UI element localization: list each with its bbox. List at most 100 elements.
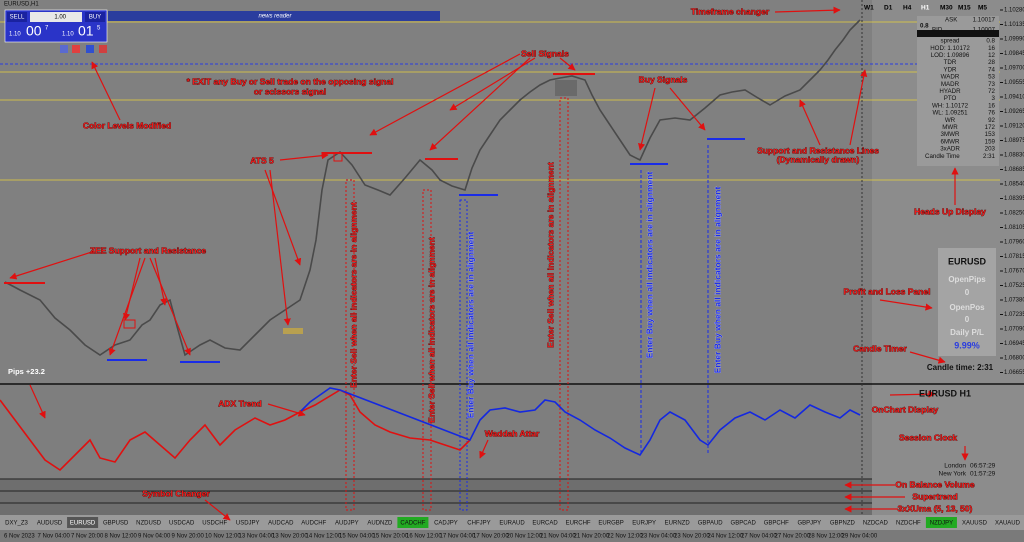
timeframe-button[interactable]: H1	[921, 5, 930, 12]
pl-open_pos: 0	[965, 315, 970, 324]
date-label: 28 Nov 12:00	[808, 534, 844, 540]
symbol-button[interactable]	[67, 517, 99, 528]
timeframe-button[interactable]: M5	[978, 5, 987, 12]
annotation: OnChart Display	[872, 404, 939, 414]
hud-label: WR	[945, 117, 956, 124]
date-label: 27 Nov 20:00	[775, 534, 811, 540]
symbol-label[interactable]: AUDNZD	[367, 521, 393, 527]
price-label: 1.08975	[1004, 138, 1024, 144]
lot-input[interactable]	[30, 12, 82, 22]
hud-value: 16	[988, 102, 995, 109]
timeframe-button[interactable]: D1	[884, 5, 893, 12]
symbol-label[interactable]: AUDUSD	[37, 521, 63, 527]
symbol-label[interactable]: EURCAD	[532, 521, 558, 527]
annotation: Symbol Changer	[142, 488, 210, 498]
timeframe-button[interactable]: M30	[940, 5, 953, 12]
date-label: 13 Nov 20:00	[272, 534, 308, 540]
hud-value: 3	[992, 95, 996, 102]
onchart-display: EURUSD H1	[919, 388, 971, 398]
hud-label: WH: 1.10172	[932, 102, 969, 109]
annotation: (Dynamically drawn)	[777, 154, 860, 164]
arrow	[638, 87, 656, 151]
hud-value: 28	[988, 59, 995, 66]
symbol-label[interactable]: USDJPY	[236, 521, 260, 527]
symbol-label[interactable]: DXY_Z3	[5, 521, 28, 527]
hud-label: TDR	[944, 59, 957, 66]
arrow	[9, 250, 96, 280]
symbol-button[interactable]	[925, 517, 957, 528]
session-city: New York	[939, 471, 967, 478]
sell-entry-line	[345, 179, 355, 511]
lot-value: 1.00	[54, 15, 66, 21]
entry-lines	[345, 97, 709, 511]
timeframe-button[interactable]: H4	[903, 5, 912, 12]
entry-note: Enter Buy when all indicators are in ali…	[465, 232, 475, 419]
timeframe-button[interactable]: M15	[958, 5, 971, 12]
arrow	[479, 439, 489, 459]
hud-value: 203	[985, 146, 996, 153]
symbol-label[interactable]: XAUUSD	[962, 521, 988, 527]
date-label: 13 Nov 04:00	[239, 534, 275, 540]
price-label: 1.06945	[1004, 341, 1024, 347]
sell-button[interactable]	[7, 12, 27, 22]
symbol-label[interactable]: NZDCAD	[863, 521, 889, 527]
symbol-label[interactable]: GBPNZD	[830, 521, 856, 527]
annotation: Session Clock	[899, 432, 957, 442]
entry-note: Enter Buy when all indicators are in ali…	[712, 187, 722, 374]
news-reader-bar[interactable]	[108, 11, 440, 21]
arrow	[123, 257, 141, 321]
symbol-label[interactable]: AUDCHF	[301, 521, 326, 527]
symbol-label[interactable]: GBPUSD	[103, 521, 129, 527]
buy-button[interactable]	[85, 12, 105, 22]
symbol-label[interactable]: GBPCAD	[731, 521, 757, 527]
annotation: ADX Trend	[218, 398, 261, 408]
arrow	[559, 57, 576, 71]
annotation: Heads Up Display	[914, 206, 986, 216]
symbol-label[interactable]: EURJPY	[632, 521, 656, 527]
symbol-button[interactable]	[397, 517, 429, 528]
date-label: 29 Nov 04:00	[842, 534, 878, 540]
symbol-label[interactable]: AUDJPY	[335, 521, 359, 527]
annotation: ZEE Support and Resistance	[90, 245, 206, 255]
hud-label: 3xADR	[940, 146, 960, 153]
hud-value: 73	[988, 81, 995, 88]
symbol-label[interactable]: XAUAUD	[995, 521, 1021, 527]
annotation: ATS 5	[250, 155, 274, 165]
price-label: 1.09555	[1004, 80, 1024, 86]
symbol-label[interactable]: USDCAD	[169, 521, 195, 527]
price-label: 1.07525	[1004, 283, 1024, 289]
symbol-label[interactable]: EURCHF	[566, 521, 591, 527]
timeframe-button[interactable]: W1	[864, 5, 874, 12]
symbol-label[interactable]: GBPCHF	[764, 521, 789, 527]
price-label: 1.07380	[1004, 298, 1024, 304]
symbol-label[interactable]: CHFJPY	[467, 521, 490, 527]
symbol-label[interactable]: EURAUD	[499, 521, 525, 527]
symbol-label[interactable]: GBPAUD	[698, 521, 724, 527]
symbol-label[interactable]: EURNZD	[665, 521, 691, 527]
symbol-label[interactable]: CADCHF	[400, 521, 425, 527]
price-label: 1.08105	[1004, 225, 1024, 231]
symbol-label[interactable]: NZDCHF	[896, 521, 921, 527]
symbol-label[interactable]: EURUSD	[70, 521, 96, 527]
price-label: 1.08830	[1004, 153, 1024, 159]
price-label: 1.08250	[1004, 211, 1024, 217]
date-label: 21 Nov 04:00	[540, 534, 576, 540]
symbol-label[interactable]: EURGBP	[598, 521, 623, 527]
symbol-label[interactable]: CADJPY	[434, 521, 458, 527]
arrow	[154, 257, 168, 306]
arrow	[909, 351, 946, 364]
session-time: 06:57:29	[970, 463, 996, 470]
symbol-label[interactable]: USDCHF	[202, 521, 227, 527]
hud-label: WL: 1.09251	[932, 110, 968, 117]
pl-symbol: EURUSD	[948, 256, 987, 266]
symbol-label[interactable]: NZDJPY	[930, 521, 953, 527]
symbol-label[interactable]: GBPJPY	[797, 521, 821, 527]
swatch	[60, 45, 68, 53]
annotation: * EXIT any Buy or Sell trade on the oppo…	[187, 76, 394, 86]
annotation: 3xXUma (5, 13, 50)	[898, 503, 973, 513]
symbol-label[interactable]: AUDCAD	[268, 521, 294, 527]
date-label: 7 Nov 04:00	[38, 534, 71, 540]
pips: Pips +23.2	[8, 367, 45, 376]
symbol-label[interactable]: NZDUSD	[136, 521, 162, 527]
